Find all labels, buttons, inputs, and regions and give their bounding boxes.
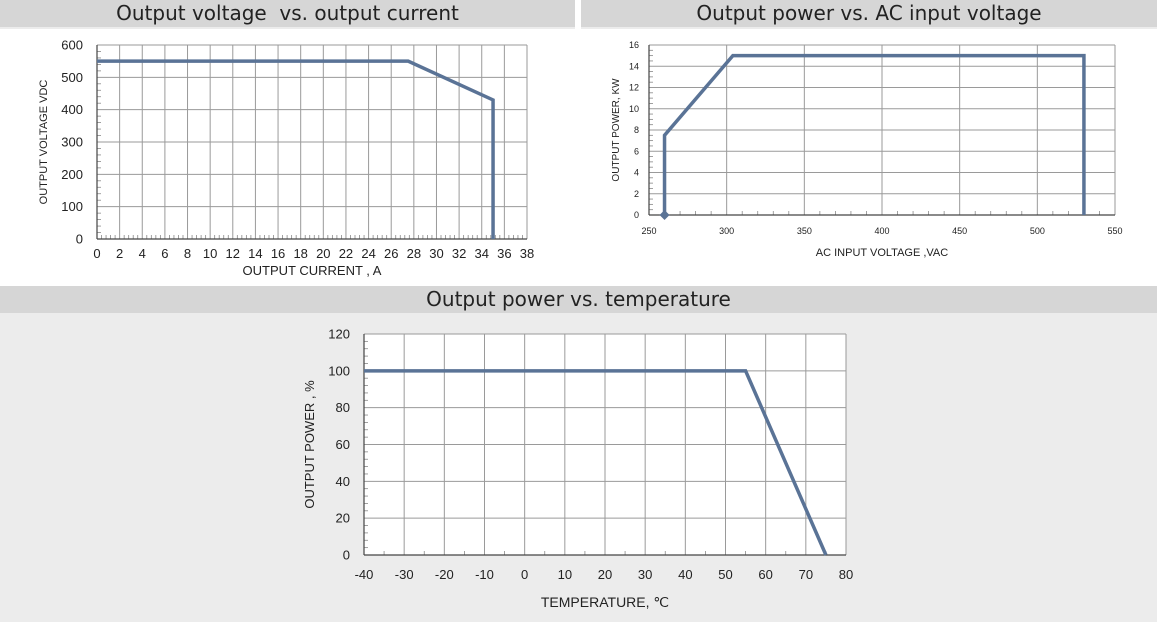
y-tick-label: 14 <box>629 61 639 71</box>
x-tick-label: 50 <box>718 567 732 582</box>
series-line <box>662 53 1086 215</box>
y-tick-label: 500 <box>61 70 83 85</box>
y-tick-label: 2 <box>634 189 639 199</box>
x-tick-label: 14 <box>248 246 262 261</box>
series-line <box>97 59 495 239</box>
x-tick-label: 40 <box>678 567 692 582</box>
y-tick-label: 16 <box>629 40 639 50</box>
data-point-marker <box>659 210 670 220</box>
y-tick-label: 40 <box>336 474 350 489</box>
x-tick-label: 70 <box>799 567 813 582</box>
y-tick-label: 100 <box>328 363 350 378</box>
y-axis-label: OUTPUT POWER , % <box>302 380 317 509</box>
y-tick-label: 100 <box>61 199 83 214</box>
y-axis-label: OUTPUT POWER, KW <box>611 78 622 182</box>
y-tick-label: 120 <box>328 327 350 342</box>
y-tick-label: 300 <box>61 135 83 150</box>
x-tick-label: -10 <box>475 567 494 582</box>
x-tick-label: 4 <box>139 246 146 261</box>
x-tick-label: 10 <box>558 567 572 582</box>
chart-title: Output voltage vs. output current <box>0 0 575 27</box>
x-tick-label: 400 <box>874 226 889 236</box>
y-tick-label: 400 <box>61 102 83 117</box>
chart-title: Output power vs. AC input voltage <box>581 0 1157 27</box>
y-tick-label: 0 <box>343 548 350 563</box>
y-axis-label: OUTPUT VOLTAGE VDC <box>38 80 50 205</box>
x-tick-label: 20 <box>598 567 612 582</box>
x-tick-label: 0 <box>521 567 528 582</box>
x-tick-label: 30 <box>638 567 652 582</box>
y-tick-label: 0 <box>76 232 83 247</box>
voltage-current-chart: 0 2 4 6 8 10 12 14 16 18 20 22 24 26 28 30 32 34 36 3801002… <box>38 38 534 278</box>
x-tick-label: 300 <box>719 226 734 236</box>
x-tick-label: 30 <box>429 246 443 261</box>
x-tick-label: 10 <box>203 246 217 261</box>
x-tick-label: 28 <box>407 246 421 261</box>
x-tick-label: -20 <box>435 567 454 582</box>
x-tick-label: -30 <box>395 567 414 582</box>
y-tick-label: 80 <box>336 400 350 415</box>
x-tick-label: 250 <box>641 226 656 236</box>
power-voltage-chart: 250 300 350 400 450 500 550 0 2 4 6 8 10 12 14 16 AC INP… <box>611 40 1123 259</box>
x-tick-label: 550 <box>1107 226 1122 236</box>
x-tick-label: 22 <box>339 246 353 261</box>
y-tick-label: 8 <box>634 125 639 135</box>
x-tick-label: -40 <box>355 567 374 582</box>
y-tick-label: 10 <box>629 104 639 114</box>
x-tick-label: 26 <box>384 246 398 261</box>
y-tick-label: 0 <box>634 210 639 220</box>
x-axis-label: TEMPERATURE, ℃ <box>541 594 669 610</box>
y-tick-label: 60 <box>336 437 350 452</box>
x-tick-label: 12 <box>226 246 240 261</box>
x-tick-label: 6 <box>161 246 168 261</box>
x-tick-label: 2 <box>116 246 123 261</box>
series-line <box>364 369 828 556</box>
chart-title: Output power vs. temperature <box>0 286 1157 313</box>
y-tick-label: 200 <box>61 167 83 182</box>
power-temperature-panel: Output power vs. temperature -40 -30 -20 -1… <box>0 286 1157 622</box>
x-tick-label: 32 <box>452 246 466 261</box>
x-tick-label: 16 <box>271 246 285 261</box>
y-tick-label: 20 <box>336 511 350 526</box>
x-tick-label: 60 <box>758 567 772 582</box>
power-temperature-chart: -40 -30 -20 -10 0 10 20 30 40 50 60 70 80 0 20 40 60 80 10… <box>302 327 853 610</box>
y-tick-label: 6 <box>634 146 639 156</box>
x-tick-label: 36 <box>497 246 511 261</box>
x-tick-label: 450 <box>952 226 967 236</box>
x-tick-label: 18 <box>293 246 307 261</box>
x-axis-label: OUTPUT CURRENT , A <box>243 263 382 278</box>
x-tick-label: 20 <box>316 246 330 261</box>
x-tick-label: 38 <box>520 246 534 261</box>
x-tick-label: 0 <box>93 246 100 261</box>
x-tick-label: 24 <box>361 246 375 261</box>
y-tick-label: 4 <box>634 168 639 178</box>
x-tick-label: 80 <box>839 567 853 582</box>
x-tick-label: 8 <box>184 246 191 261</box>
x-tick-label: 34 <box>475 246 489 261</box>
y-tick-label: 600 <box>61 38 83 53</box>
x-tick-label: 350 <box>797 226 812 236</box>
power-voltage-panel: Output power vs. AC input voltage 250 300… <box>581 0 1157 280</box>
x-axis-label: AC INPUT VOLTAGE ,VAC <box>816 247 948 259</box>
y-tick-label: 12 <box>629 83 639 93</box>
x-tick-label: 500 <box>1030 226 1045 236</box>
